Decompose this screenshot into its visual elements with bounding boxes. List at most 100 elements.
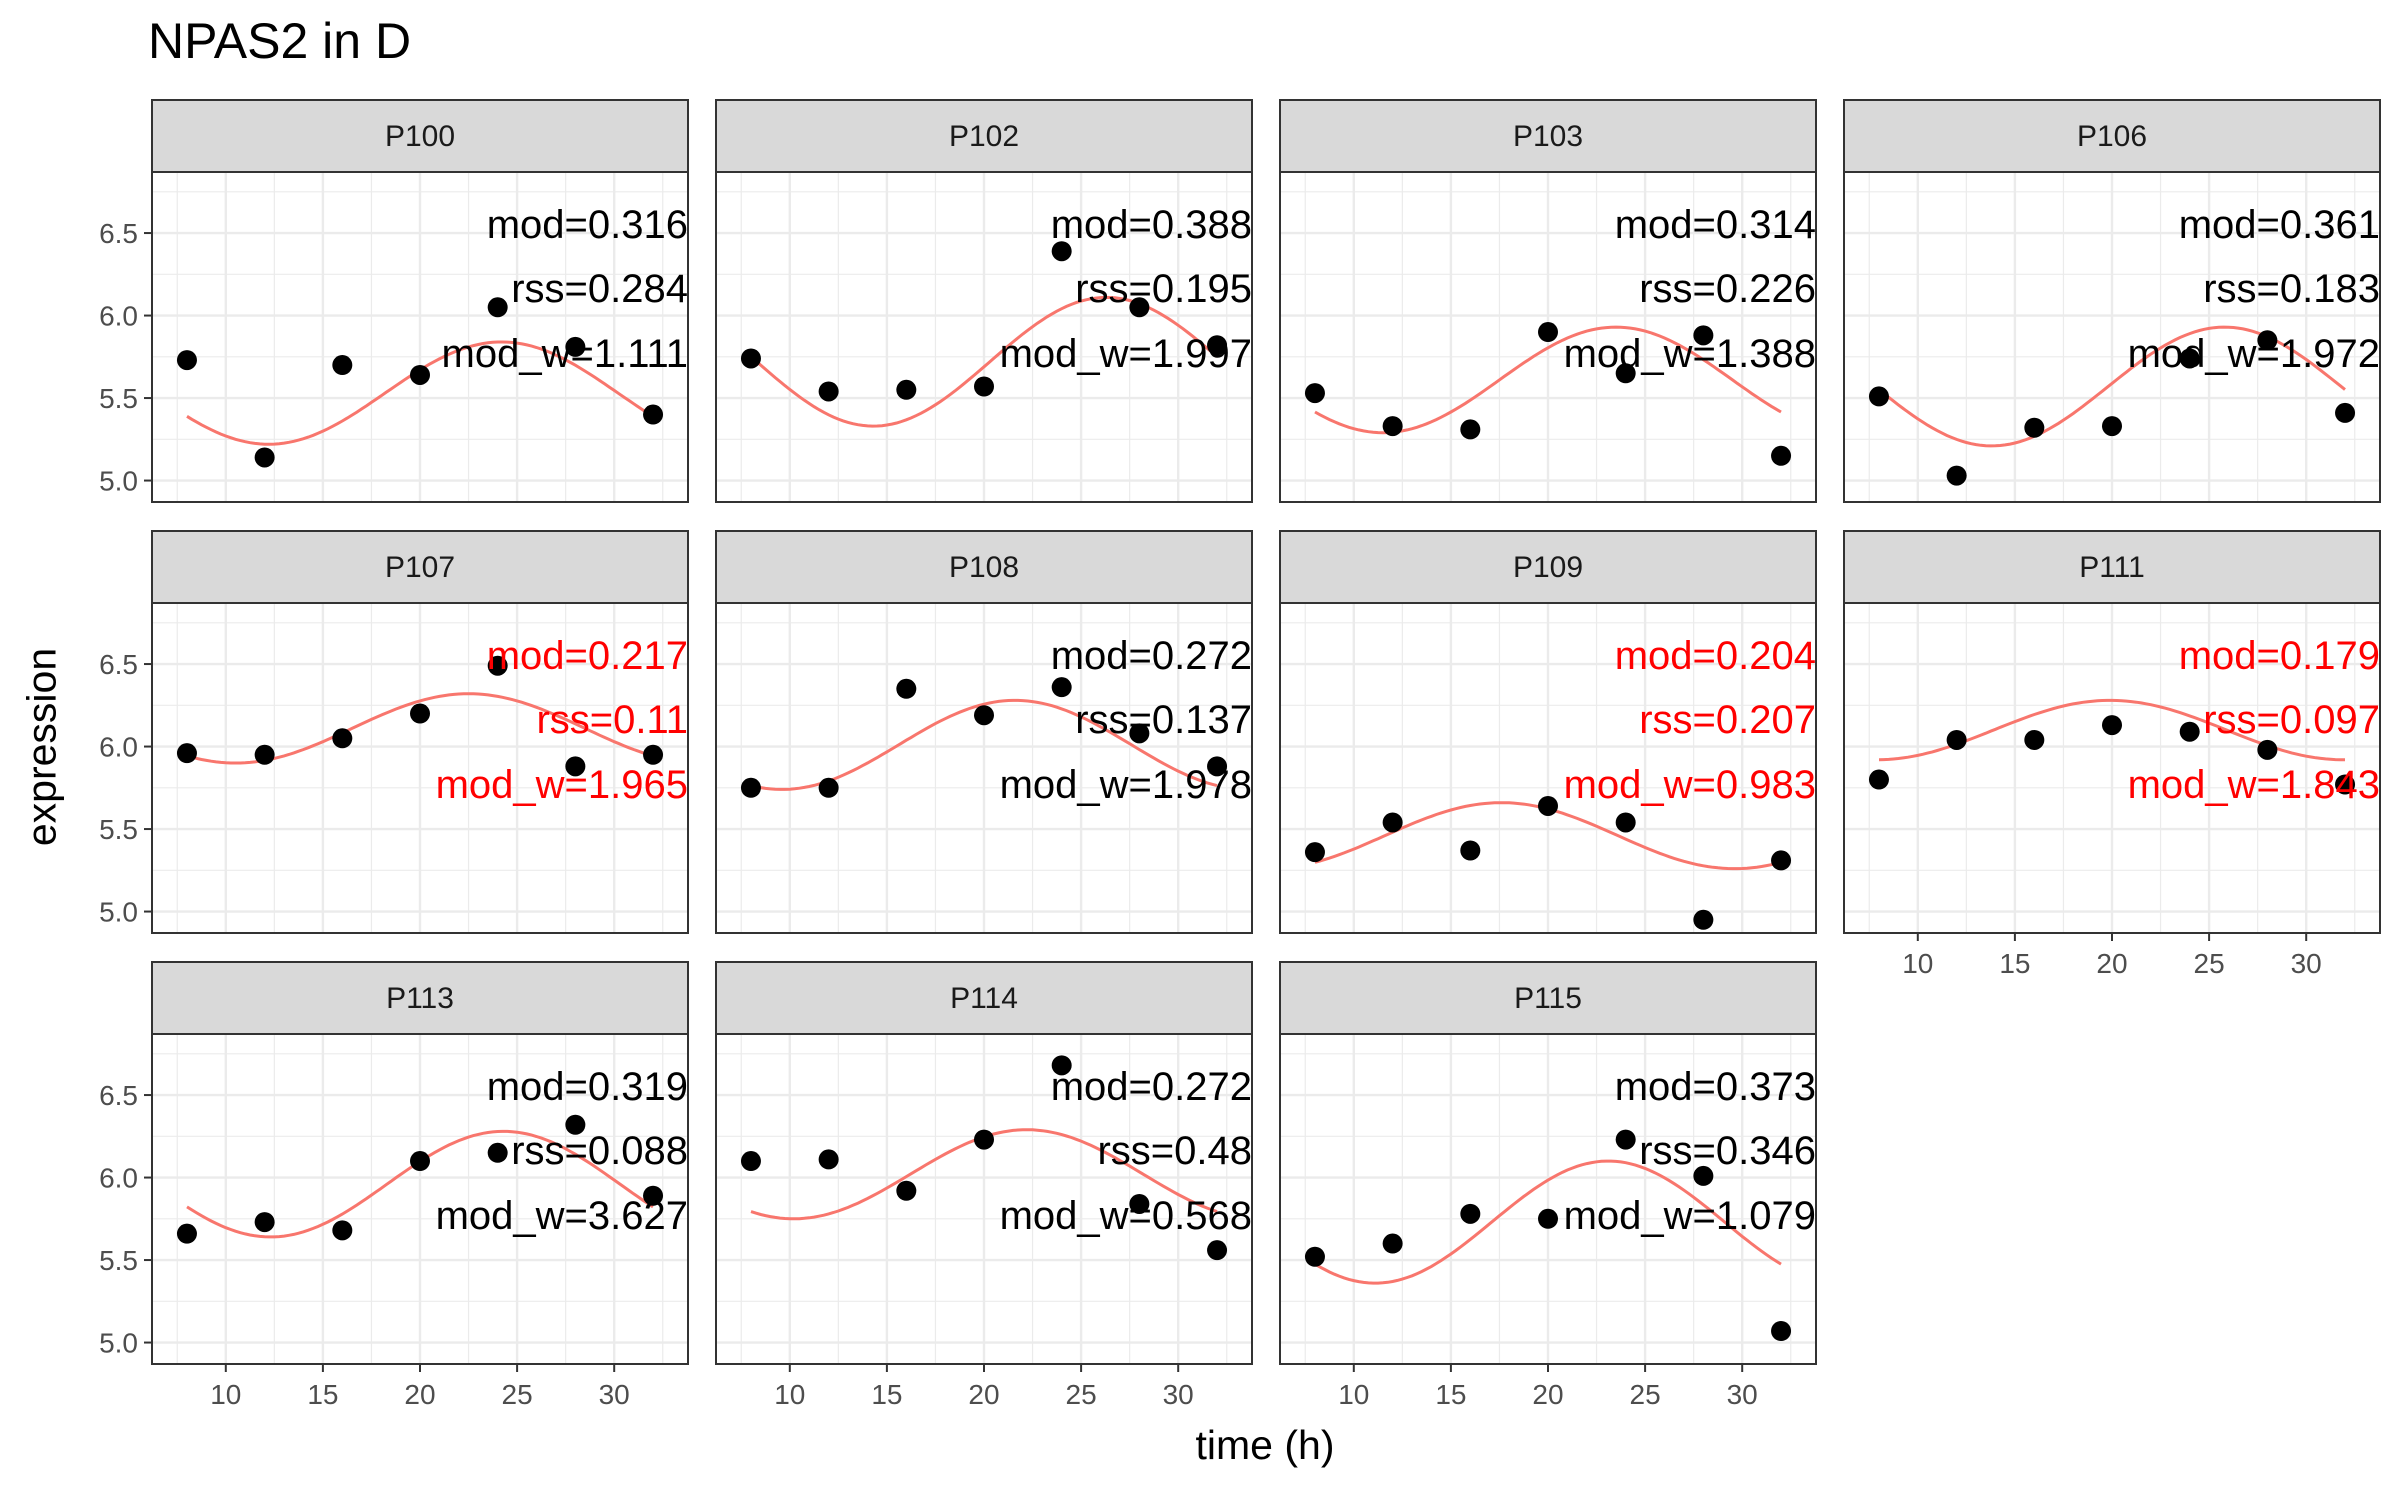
data-point <box>2257 739 2278 760</box>
facet-strip <box>1279 961 1817 1035</box>
data-point <box>1207 756 1228 777</box>
stat-annotation: rss=0.226 <box>1639 267 1816 311</box>
stat-annotation: mod=0.272 <box>1051 1065 1252 1109</box>
x-tick-label: 10 <box>774 1379 805 1410</box>
data-point <box>1304 842 1325 863</box>
stat-annotation: mod_w=0.983 <box>1564 763 1816 807</box>
data-point <box>487 297 508 318</box>
data-point <box>254 447 275 468</box>
stat-annotation: mod=0.314 <box>1615 203 1816 247</box>
facet-strip <box>715 530 1253 604</box>
fit-line <box>1314 1159 1782 1285</box>
stat-annotation: mod=0.319 <box>487 1065 688 1109</box>
x-tick-label: 30 <box>1163 1379 1194 1410</box>
data-point <box>1460 840 1481 861</box>
data-point <box>410 364 430 385</box>
data-point <box>974 376 994 397</box>
facet-strip <box>151 961 689 1035</box>
stat-annotation: mod_w=3.627 <box>436 1194 688 1238</box>
x-tick-label: 20 <box>2096 948 2127 979</box>
facet-strip <box>1279 99 1817 173</box>
facet-strip-label: P107 <box>385 551 455 584</box>
panel-border <box>151 171 689 503</box>
x-tick-label: 25 <box>502 1379 533 1410</box>
stat-annotation: mod=0.388 <box>1051 203 1252 247</box>
facet-strip <box>1843 530 2381 604</box>
data-point <box>643 1185 664 1206</box>
facet-strip <box>715 99 1253 173</box>
stat-annotation: mod=0.179 <box>2179 634 2380 678</box>
chart-title: NPAS2 in D <box>148 13 412 69</box>
facet-strip <box>1279 530 1817 604</box>
data-point <box>1460 1203 1481 1224</box>
x-axis-title: time (h) <box>1195 1422 1335 1468</box>
facet-strip-label: P114 <box>950 982 1018 1015</box>
data-point <box>1304 1246 1325 1267</box>
facet-strip-label: P111 <box>2079 551 2145 584</box>
data-point <box>2179 721 2200 742</box>
data-point <box>565 756 586 777</box>
data-point <box>1207 1240 1228 1261</box>
data-point <box>2102 715 2122 736</box>
stat-annotation: mod_w=1.111 <box>442 332 688 376</box>
facet-strip <box>151 99 689 173</box>
data-point <box>1051 1055 1072 1076</box>
stat-annotation: mod_w=1.997 <box>1000 332 1252 376</box>
stat-annotation: rss=0.284 <box>511 267 688 311</box>
y-tick-label: 6.5 <box>99 1080 138 1111</box>
facet-strip-label: P108 <box>949 551 1019 584</box>
x-tick-label: 10 <box>1902 948 1933 979</box>
facet-strip-label: P100 <box>385 120 455 153</box>
data-point <box>254 744 275 765</box>
data-point <box>896 379 917 400</box>
facet-strip-label: P115 <box>1514 982 1582 1015</box>
x-tick-label: 30 <box>599 1379 630 1410</box>
x-tick-label: 20 <box>1532 1379 1563 1410</box>
data-point <box>740 1151 761 1172</box>
stat-annotation: mod_w=1.965 <box>436 763 688 807</box>
stat-annotation: mod_w=1.978 <box>1000 763 1252 807</box>
stat-annotation: mod=0.316 <box>487 203 688 247</box>
data-point <box>1207 335 1228 356</box>
data-point <box>643 744 664 765</box>
data-point <box>565 336 586 357</box>
stat-annotation: mod=0.217 <box>487 634 688 678</box>
stat-annotation: mod_w=1.079 <box>1564 1194 1816 1238</box>
data-point <box>1693 1165 1714 1186</box>
panel-border <box>1279 602 1817 934</box>
panel-border <box>715 171 1253 503</box>
data-point <box>332 355 353 376</box>
facet-strip <box>1843 99 2381 173</box>
stat-annotation: rss=0.088 <box>511 1129 688 1173</box>
data-point <box>1771 1321 1792 1341</box>
data-point <box>2024 729 2045 750</box>
stat-annotation: rss=0.48 <box>1097 1129 1252 1173</box>
y-tick-label: 6.0 <box>99 1163 138 1194</box>
facet-strip-label: P113 <box>386 982 454 1015</box>
data-point <box>1382 812 1403 833</box>
data-point <box>1460 419 1481 440</box>
facet-strip-label: P106 <box>2077 120 2147 153</box>
stat-annotation: rss=0.195 <box>1075 267 1252 311</box>
x-tick-label: 25 <box>1066 1379 1097 1410</box>
data-point <box>1129 723 1150 744</box>
data-point <box>643 404 664 425</box>
panel-border <box>715 602 1253 934</box>
data-point <box>2335 402 2356 423</box>
y-tick-label: 6.0 <box>99 301 138 332</box>
data-point <box>2335 774 2356 795</box>
panel-border <box>1279 171 1817 503</box>
x-tick-label: 15 <box>307 1379 338 1410</box>
data-point <box>974 705 994 726</box>
data-point <box>254 1212 275 1233</box>
data-point <box>332 1220 353 1241</box>
facet-strip-label: P109 <box>1513 551 1583 584</box>
data-point <box>1946 465 1967 486</box>
data-point <box>1693 325 1714 346</box>
data-point <box>1693 909 1714 930</box>
data-point <box>487 655 508 676</box>
data-point <box>740 777 761 798</box>
stat-annotation: rss=0.097 <box>2203 698 2380 742</box>
data-point <box>2257 330 2278 351</box>
data-point <box>1615 812 1636 833</box>
